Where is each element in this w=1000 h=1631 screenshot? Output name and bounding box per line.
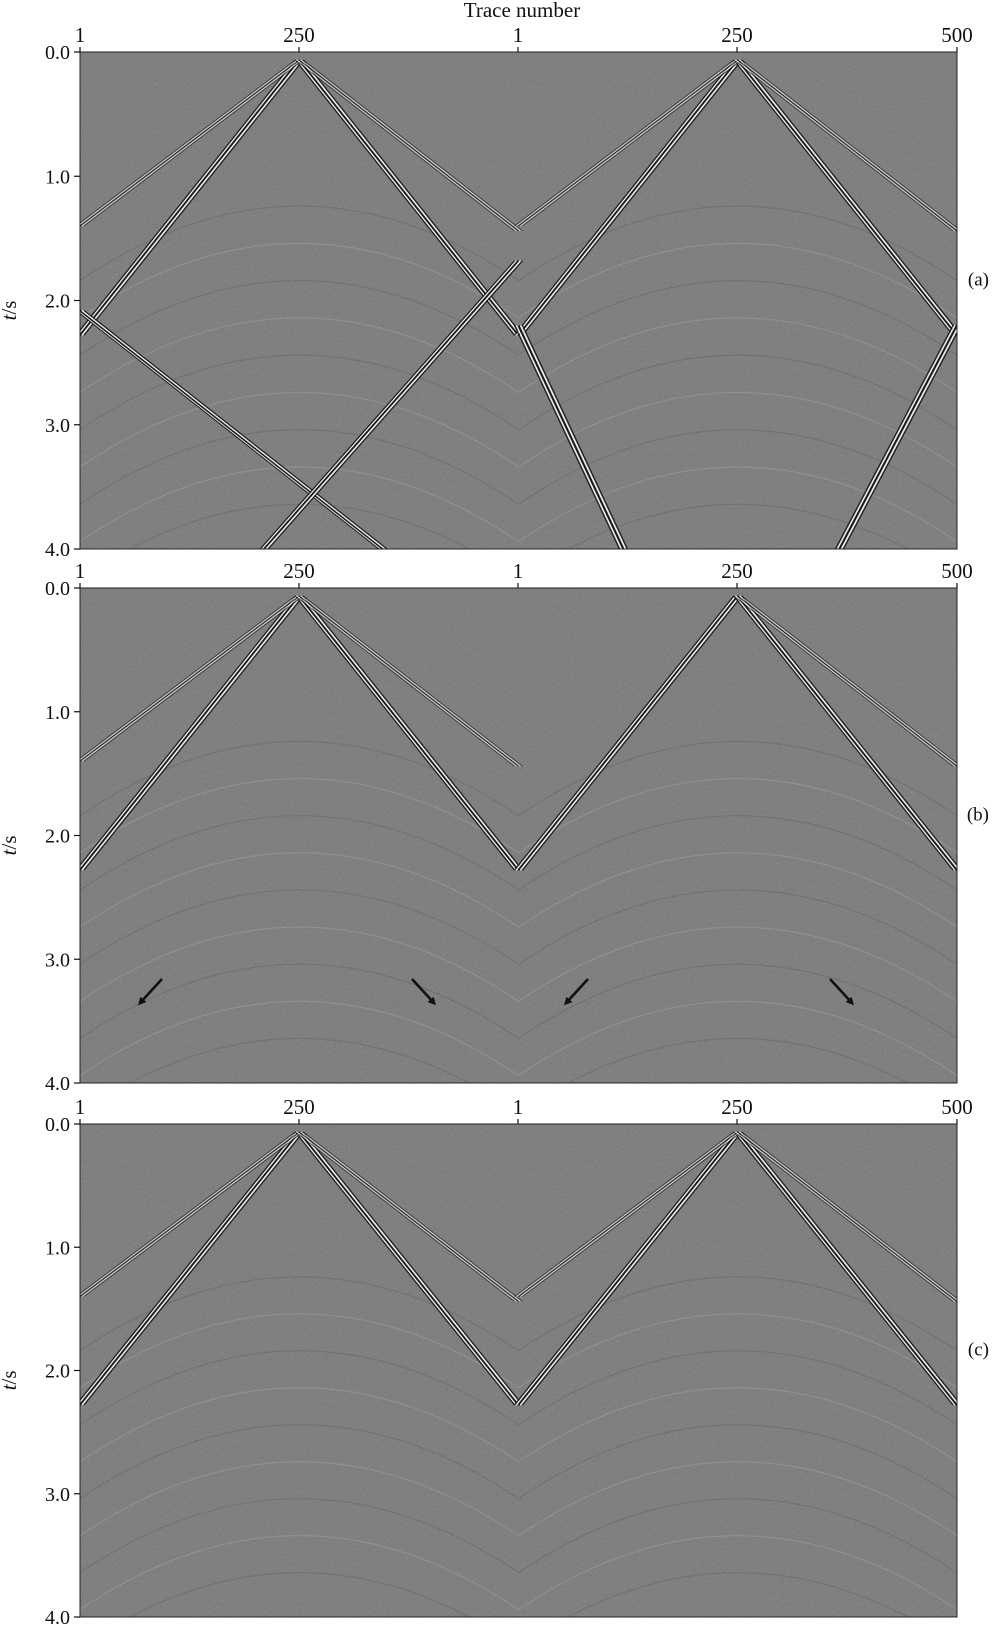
crosstalk-event <box>80 309 389 549</box>
x-tick-label: 1 <box>75 23 86 47</box>
x-tick-label: 1 <box>75 1095 86 1119</box>
noise-texture <box>80 52 957 549</box>
direct-wave-left <box>80 595 304 871</box>
refracted-wave-left <box>514 1131 742 1298</box>
panel-label: (c) <box>968 1340 989 1361</box>
refracted-wave-left <box>80 1131 304 1298</box>
y-tick-label: 2.0 <box>45 291 70 313</box>
x-tick-label: 1 <box>513 23 524 47</box>
y-tick-label: 3.0 <box>45 949 70 971</box>
x-tick-label: 1 <box>513 559 524 583</box>
y-tick-label: 2.0 <box>45 1361 70 1383</box>
x-tick-label: 250 <box>283 559 315 583</box>
x-tick-label: 250 <box>721 23 753 47</box>
refracted-wave-right <box>733 59 957 232</box>
panel-b: 1 250 1 250 500 0.0 1.0 2.0 3.0 4.0 t/s (b) <box>0 559 989 1095</box>
panel-label: (b) <box>967 805 989 826</box>
annotation-arrow <box>829 978 855 1006</box>
noise-texture <box>80 1124 957 1617</box>
refracted-wave-left <box>80 595 304 762</box>
gather-image <box>80 588 957 1083</box>
gather-image <box>80 1124 957 1617</box>
annotation-arrow <box>411 978 437 1006</box>
refracted-wave-right <box>295 595 523 767</box>
y-tick-label: 4.0 <box>45 1607 70 1629</box>
direct-wave-right <box>733 1131 957 1406</box>
x-tick-label: 500 <box>941 23 973 47</box>
crosstalk-event <box>834 324 957 549</box>
y-tick-label: 4.0 <box>45 1073 70 1095</box>
direct-wave-right <box>733 595 957 871</box>
y-tick-label: 1.0 <box>45 166 70 188</box>
y-tick-label: 1.0 <box>45 1237 70 1259</box>
direct-wave-left <box>514 595 743 871</box>
y-tick-label: 0.0 <box>45 42 70 64</box>
y-axis-title: t/s <box>0 301 21 321</box>
refracted-wave-right <box>295 59 523 232</box>
panels: 1 250 1 250 500 0.0 1.0 2.0 3.0 4.0 t/s (a) 1 250 1 250… <box>0 23 989 1629</box>
x-tick-label: 250 <box>721 559 753 583</box>
y-tick-label: 0.0 <box>45 1114 70 1136</box>
y-axis-title: t/s <box>0 1370 21 1390</box>
x-tick-label: 500 <box>941 559 973 583</box>
y-tick-label: 1.0 <box>45 702 70 724</box>
y-tick-label: 2.0 <box>45 826 70 848</box>
annotation-arrow <box>137 978 163 1006</box>
direct-wave-right <box>294 1131 523 1406</box>
x-tick-label: 250 <box>283 23 315 47</box>
refracted-wave-right <box>733 1131 957 1303</box>
noise-texture <box>80 588 957 1083</box>
refracted-wave-left <box>80 59 304 227</box>
direct-wave-left <box>514 1131 743 1406</box>
direct-wave-left <box>80 1131 304 1406</box>
crosstalk-event <box>259 260 523 549</box>
direct-wave-right <box>733 59 957 336</box>
panel-c: 1 250 1 250 500 0.0 1.0 2.0 3.0 4.0 t/s (c) <box>0 1095 989 1629</box>
y-tick-label: 3.0 <box>45 1484 70 1506</box>
annotation-arrow <box>563 978 589 1006</box>
y-tick-label: 4.0 <box>45 539 70 561</box>
panel-label: (a) <box>968 270 989 291</box>
direct-wave-left <box>80 59 304 336</box>
y-tick-label: 0.0 <box>45 578 70 600</box>
panel-a: 1 250 1 250 500 0.0 1.0 2.0 3.0 4.0 t/s (a) <box>0 23 989 561</box>
y-axis-title: t/s <box>0 835 21 855</box>
gather-image <box>80 52 957 549</box>
direct-wave-left <box>514 59 743 336</box>
direct-wave-right <box>294 59 523 336</box>
direct-wave-right <box>294 595 523 871</box>
refracted-wave-right <box>733 595 957 767</box>
crosstalk-event <box>513 324 629 549</box>
refracted-wave-right <box>295 1131 523 1303</box>
x-tick-label: 1 <box>75 559 86 583</box>
x-tick-label: 500 <box>941 1095 973 1119</box>
x-axis-title: Trace number <box>464 0 580 22</box>
x-tick-label: 250 <box>721 1095 753 1119</box>
x-tick-label: 1 <box>513 1095 524 1119</box>
refracted-wave-left <box>514 59 742 227</box>
y-tick-label: 3.0 <box>45 415 70 437</box>
x-tick-label: 250 <box>283 1095 315 1119</box>
